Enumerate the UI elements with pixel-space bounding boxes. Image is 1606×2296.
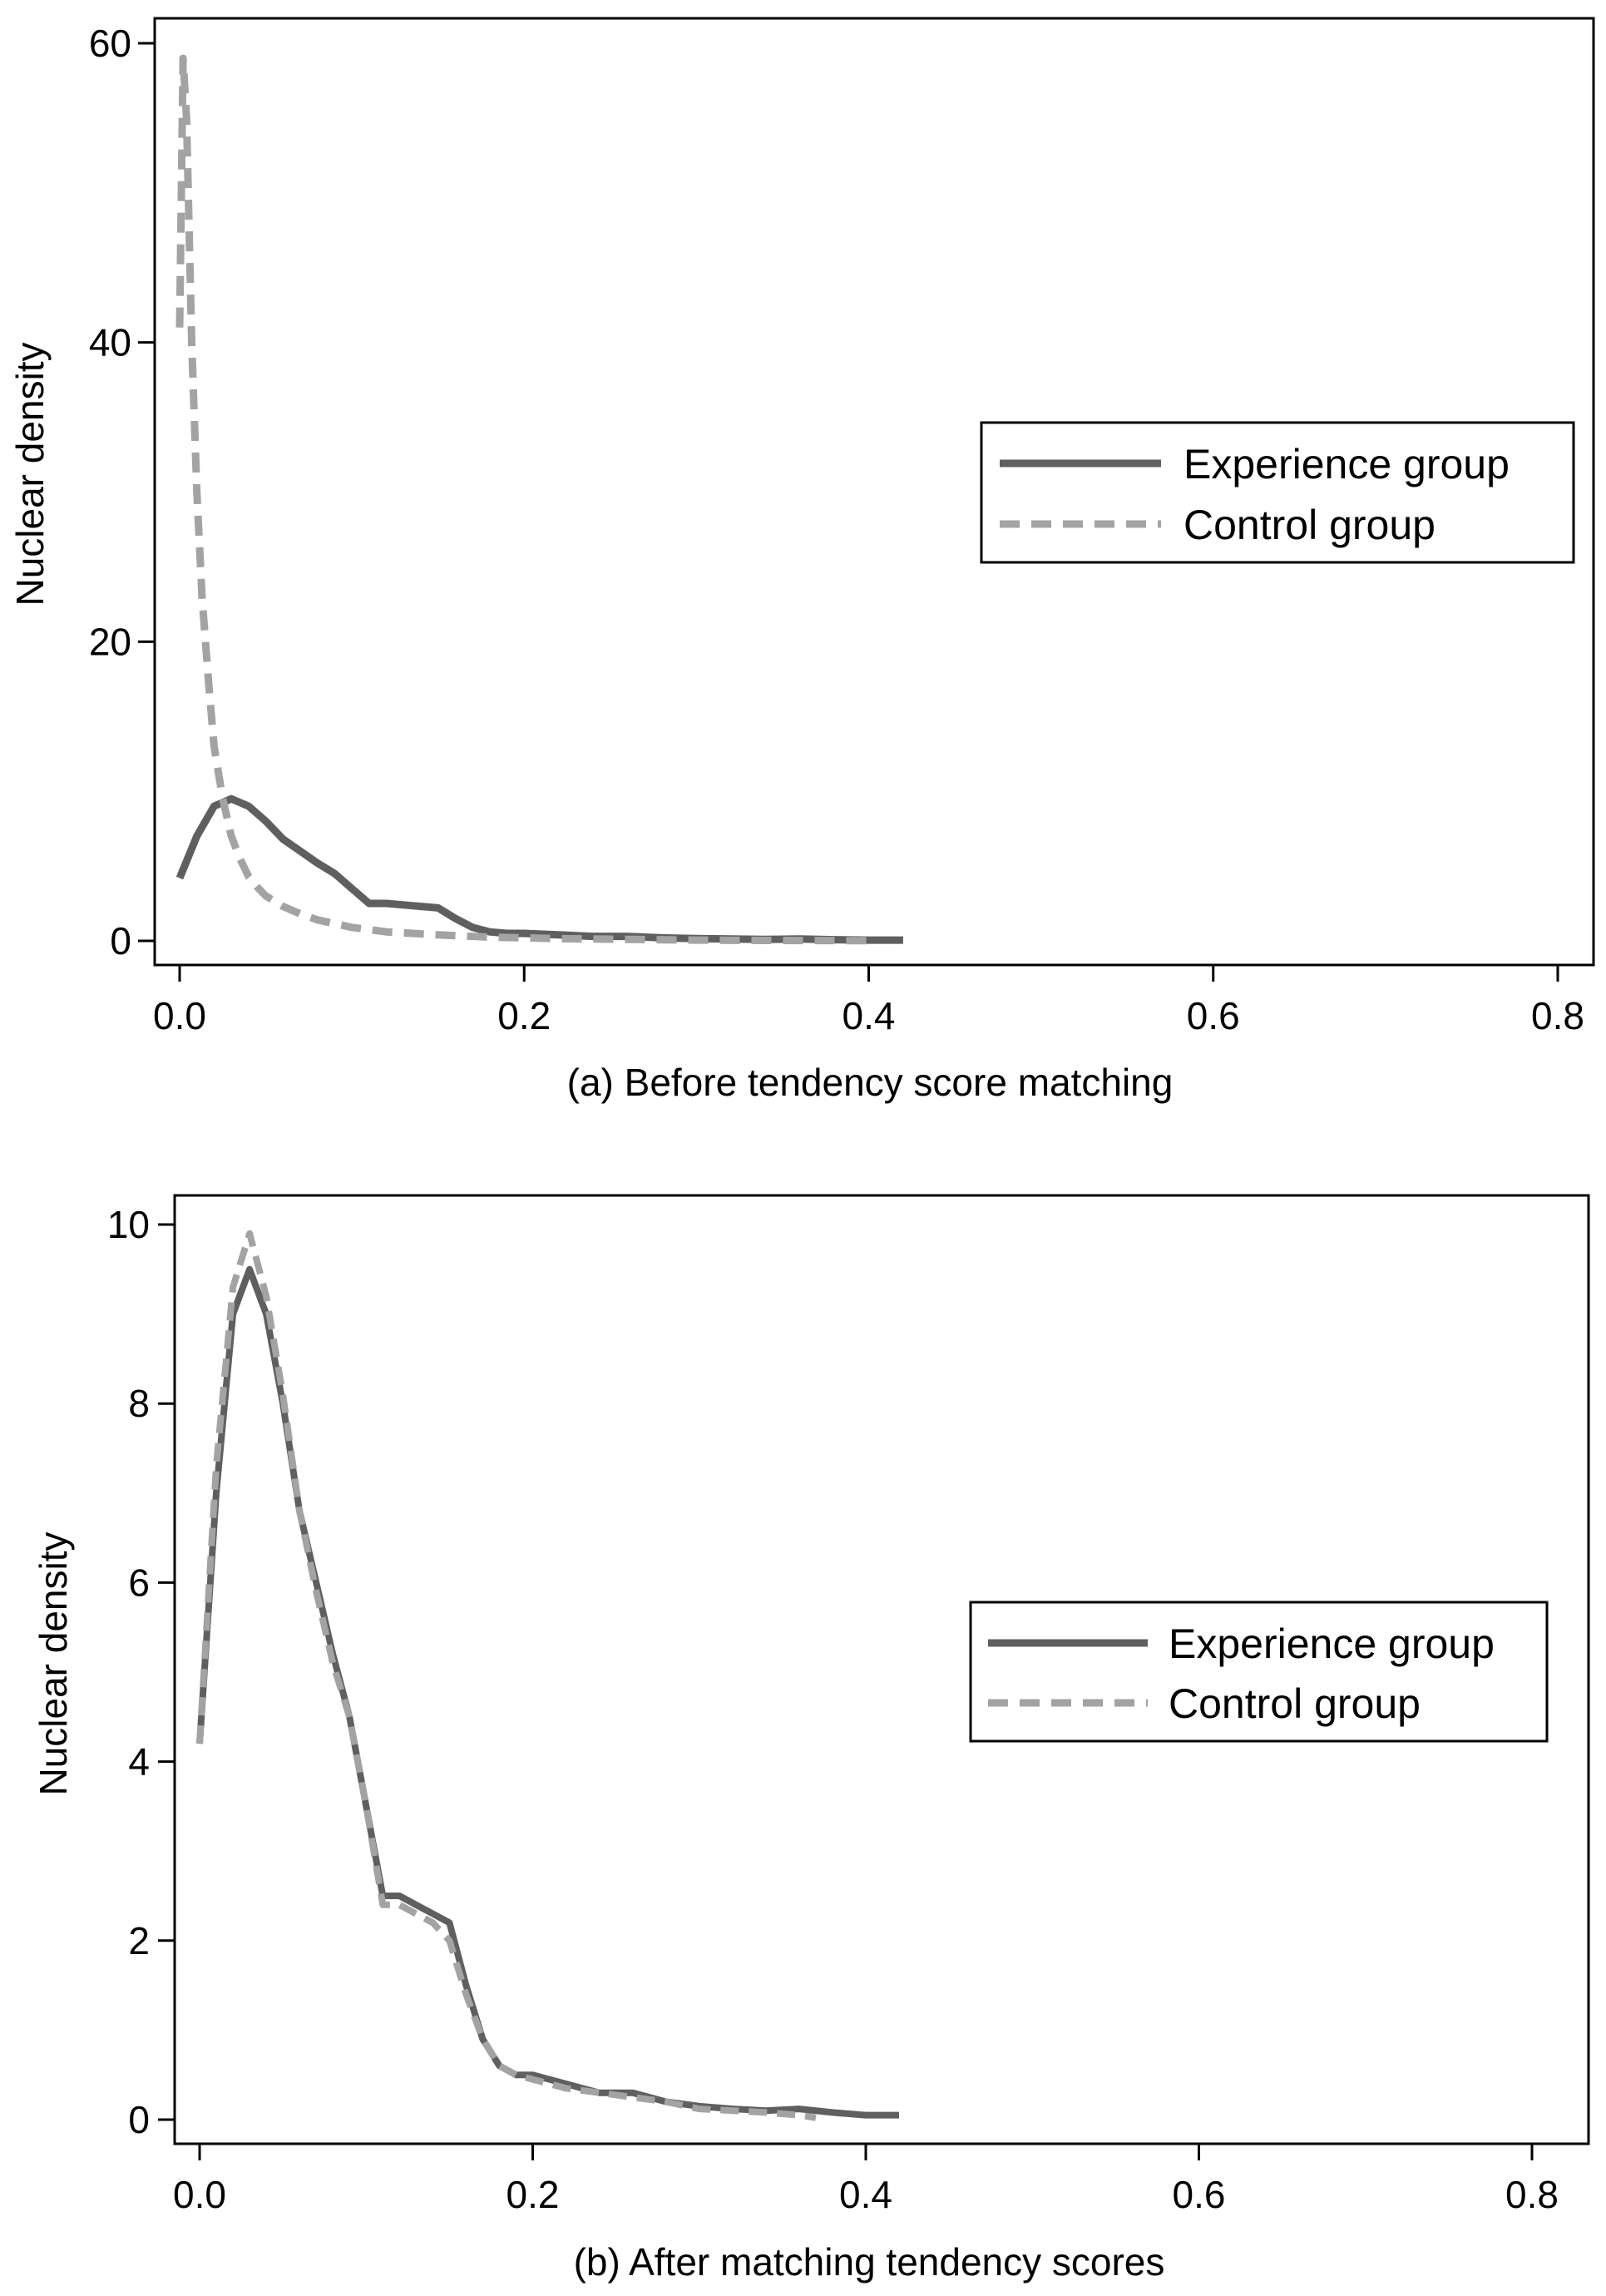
x-tick-label: 0.8	[1531, 994, 1584, 1037]
y-tick-label: 0	[110, 919, 131, 962]
legend-box	[969, 1601, 1549, 1743]
y-tick-label: 8	[128, 1382, 150, 1425]
series-line-control	[196, 1230, 817, 2121]
x-tick-label: 0.2	[497, 994, 551, 1037]
x-tick-label: 0.0	[173, 2173, 226, 2216]
x-tick-label: 0.4	[839, 2173, 892, 2216]
plot-frame	[153, 17, 1595, 967]
series-line-experience	[196, 1265, 899, 2119]
x-tick-label: 0.4	[843, 994, 896, 1037]
plot-frame	[173, 1194, 1590, 2145]
series-line-experience	[175, 794, 903, 944]
y-tick-label: 40	[89, 321, 131, 364]
legend: Experience group Control group	[980, 421, 1575, 564]
y-tick-label: 6	[128, 1561, 150, 1604]
y-tick-label: 0	[128, 2098, 150, 2141]
series-line-control	[175, 54, 869, 945]
x-tick-label: 0.6	[1173, 2173, 1226, 2216]
y-tick-label: 10	[107, 1203, 150, 1246]
y-axis-title: Nuclear density	[32, 1531, 75, 1795]
legend-label-experience: Experience group	[1183, 441, 1510, 487]
x-tick-label: 0.8	[1505, 2173, 1559, 2216]
panel-a: Nuclear density (a) Before tendency scor…	[8, 17, 1595, 1104]
y-tick-label: 2	[128, 1919, 150, 1962]
x-axis-title: (b) After matching tendency scores	[574, 2240, 1165, 2284]
x-tick-label: 0.2	[507, 2173, 560, 2216]
y-axis-title: Nuclear density	[8, 342, 52, 606]
legend-label-experience: Experience group	[1169, 1621, 1495, 1667]
legend-label-control: Control group	[1169, 1680, 1421, 1727]
panel-b: Nuclear density (b) After matching tende…	[32, 1194, 1590, 2284]
x-axis-title: (a) Before tendency score matching	[567, 1061, 1174, 1104]
legend-label-control: Control group	[1183, 502, 1436, 548]
legend-box	[980, 421, 1575, 564]
legend: Experience group Control group	[969, 1601, 1549, 1743]
y-tick-label: 60	[89, 22, 131, 65]
y-tick-label: 4	[128, 1740, 150, 1784]
x-tick-label: 0.6	[1187, 994, 1240, 1037]
x-tick-label: 0.0	[153, 994, 206, 1037]
y-tick-label: 20	[89, 620, 131, 663]
